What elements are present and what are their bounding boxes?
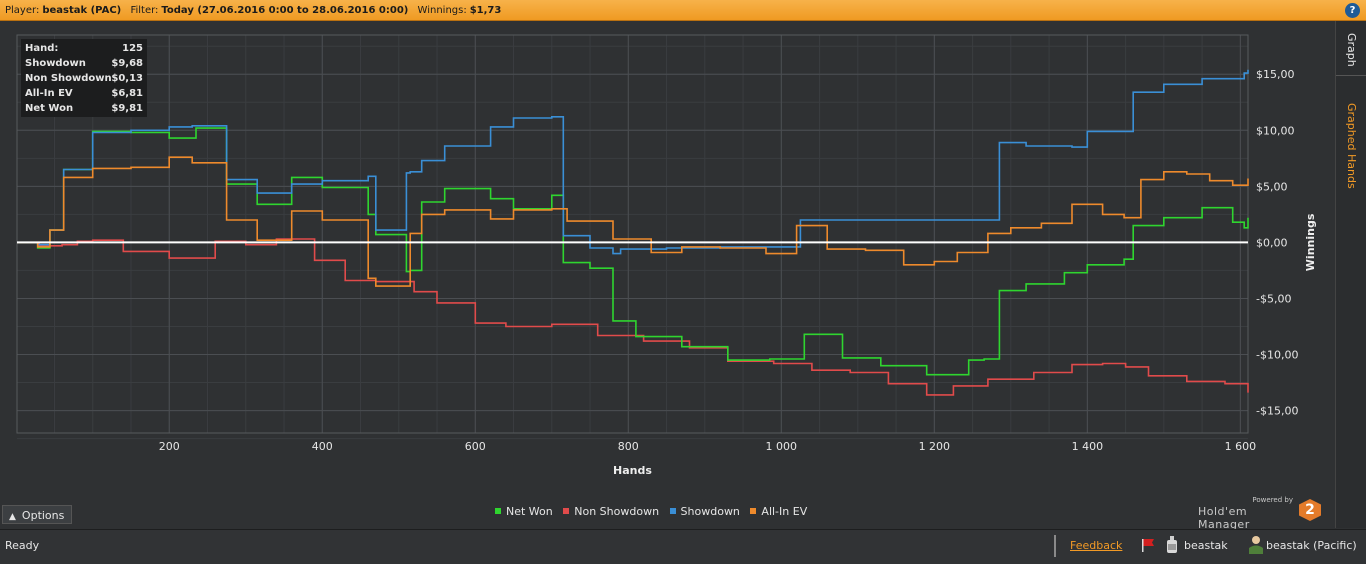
filter-label: Filter: xyxy=(130,5,159,16)
x-tick-label: 800 xyxy=(618,440,639,453)
legend-label: All-In EV xyxy=(761,505,808,518)
winnings-chart: 200 400 600 800 1 000 1 200 1 400 1 600 $15,00 $… xyxy=(16,34,1317,477)
legend-swatch xyxy=(495,508,501,514)
legend-item-all-in-ev[interactable]: All-In EV xyxy=(750,505,807,518)
y-axis-label: Winnings xyxy=(1304,213,1317,271)
legend-swatch xyxy=(750,508,757,514)
graph-panel xyxy=(0,21,1335,528)
player-avatar-icon[interactable] xyxy=(1248,535,1264,554)
x-tick-label: 400 xyxy=(312,440,333,453)
y-tick-label: $10,00 xyxy=(1256,124,1295,137)
feedback-link[interactable]: Feedback xyxy=(1070,539,1123,552)
winnings-value: $1,73 xyxy=(469,5,502,16)
tab-graph[interactable]: Graph xyxy=(1336,25,1366,76)
x-tick-label: 200 xyxy=(159,440,180,453)
stats-value: 125 xyxy=(122,43,143,54)
powered-by-logo: Powered by Hold'em Manager xyxy=(1198,494,1298,531)
hand-stats-tooltip: Hand: 125 Showdown $9,68 Non Showdown $0,13… xyxy=(21,39,147,117)
y-tick-label: -$15,00 xyxy=(1256,405,1298,418)
options-button[interactable]: ▲ Options xyxy=(2,505,72,524)
database-icon[interactable] xyxy=(1165,536,1179,553)
options-label: Options xyxy=(21,509,65,522)
x-axis-label: Hands xyxy=(613,464,652,477)
stats-label: Non Showdown xyxy=(25,73,112,84)
help-icon[interactable]: ? xyxy=(1345,3,1360,18)
status-separator xyxy=(1054,535,1056,557)
legend-swatch xyxy=(669,508,676,514)
y-tick-label: $15,00 xyxy=(1256,68,1295,81)
stats-value: $0,13 xyxy=(111,73,143,84)
chart-legend: Net Won Non Showdown Showdown All-In EV xyxy=(495,505,814,521)
stats-value: $6,81 xyxy=(111,88,143,99)
x-tick-label: 1 400 xyxy=(1072,440,1104,453)
winnings-label: Winnings: xyxy=(417,5,467,16)
legend-label: Showdown xyxy=(680,505,740,518)
tab-graphed-hands[interactable]: Graphed Hands xyxy=(1345,103,1358,189)
hm2-logo-icon: 2 xyxy=(1299,499,1321,521)
stats-label: All-In EV xyxy=(25,88,73,99)
series-line-all-in-ev xyxy=(17,156,1249,287)
chevron-up-icon: ▲ xyxy=(9,512,16,522)
status-text: Ready xyxy=(5,539,40,552)
legend-item-showdown[interactable]: Showdown xyxy=(669,505,740,518)
right-tab-strip: Graph Graphed Hands xyxy=(1335,21,1366,528)
current-user[interactable]: beastak xyxy=(1184,539,1228,552)
flag-icon[interactable] xyxy=(1140,538,1156,552)
x-tick-label: 600 xyxy=(465,440,486,453)
stats-row-hand: Hand: 125 xyxy=(25,41,143,56)
legend-label: Non Showdown xyxy=(574,505,660,518)
filter-value: Today (27.06.2016 0:00 to 28.06.2016 0:0… xyxy=(161,5,409,16)
product-name: Hold'em Manager xyxy=(1198,505,1250,531)
status-bar: Ready Feedback beastak beastak (Pacific) xyxy=(0,529,1366,564)
stats-label: Showdown xyxy=(25,58,86,69)
legend-label: Net Won xyxy=(506,505,553,518)
y-tick-label: $5,00 xyxy=(1256,180,1288,193)
legend-swatch xyxy=(563,508,570,514)
legend-item-non-showdown[interactable]: Non Showdown xyxy=(563,505,659,518)
series-line-net-won xyxy=(17,127,1249,376)
stats-label: Hand: xyxy=(25,43,59,54)
legend-item-net-won[interactable]: Net Won xyxy=(495,505,553,518)
x-tick-label: 1 200 xyxy=(919,440,951,453)
series-line-non-showdown xyxy=(17,238,1249,396)
stats-row-all-in-ev: All-In EV $6,81 xyxy=(25,86,143,101)
y-tick-label: $0,00 xyxy=(1256,236,1288,249)
stats-label: Net Won xyxy=(25,103,74,114)
y-tick-label: -$5,00 xyxy=(1256,292,1291,305)
series-line-showdown xyxy=(17,69,1249,255)
stats-row-net-won: Net Won $9,81 xyxy=(25,101,143,116)
player-label: Player: xyxy=(5,5,40,16)
player-site[interactable]: beastak (Pacific) xyxy=(1266,539,1357,552)
y-tick-label: -$10,00 xyxy=(1256,349,1298,362)
x-tick-label: 1 600 xyxy=(1225,440,1257,453)
stats-value: $9,81 xyxy=(111,103,143,114)
stats-row-showdown: Showdown $9,68 xyxy=(25,56,143,71)
stats-value: $9,68 xyxy=(111,58,143,69)
x-tick-label: 1 000 xyxy=(766,440,798,453)
powered-by-text: Powered by xyxy=(1252,496,1293,504)
stats-row-non-showdown: Non Showdown $0,13 xyxy=(25,71,143,86)
player-value: beastak (PAC) xyxy=(42,5,122,16)
filter-summary-bar: Player: beastak (PAC) Filter: Today (27.06… xyxy=(0,0,1366,21)
